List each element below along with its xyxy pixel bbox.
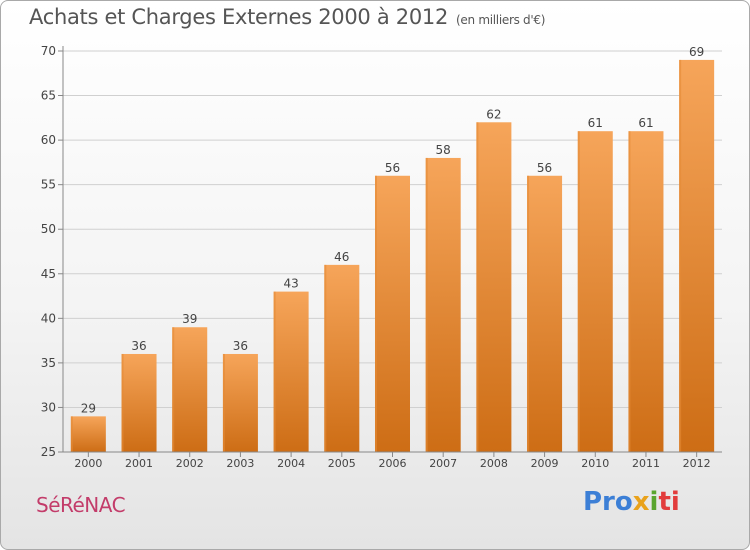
y-tick-label: 70 <box>41 44 56 58</box>
bar-edge-2010 <box>577 131 580 452</box>
bar-edge-2004 <box>273 291 276 452</box>
data-label: 61 <box>588 116 603 130</box>
bar-2012 <box>679 59 715 453</box>
logo-part-2: x <box>632 487 650 517</box>
x-tick-label: 2012 <box>683 457 711 470</box>
bar-edge-2000 <box>70 416 73 452</box>
data-label: 69 <box>689 45 704 59</box>
y-tick-label: 30 <box>41 400 56 414</box>
x-tick-label: 2001 <box>125 457 153 470</box>
bar-2004 <box>273 291 309 452</box>
x-tick-label: 2009 <box>531 457 559 470</box>
logo-part-3: i <box>649 487 659 517</box>
bar-2002 <box>172 327 208 452</box>
y-tick-label: 35 <box>41 356 56 370</box>
x-tick-label: 2010 <box>581 457 609 470</box>
y-tick-label: 50 <box>41 222 56 236</box>
bar-2009 <box>527 175 563 452</box>
bar-2007 <box>425 157 461 452</box>
title-text: Achats et Charges Externes 2000 à 2012 <box>29 5 449 29</box>
bar-edge-2011 <box>628 131 631 452</box>
x-tick-label: 2003 <box>226 457 254 470</box>
bar-edge-2001 <box>121 353 124 452</box>
bar-edge-2003 <box>222 353 225 452</box>
labels: 25 30 35 40 45 50 55 60 65 70 29 2000 36 2001 39 2002 36… <box>41 44 711 470</box>
data-label: 61 <box>638 116 653 130</box>
y-tick-label: 65 <box>41 89 56 103</box>
bar-2000 <box>70 416 106 452</box>
bar-edge-2006 <box>375 175 377 452</box>
bar-edge-2005 <box>324 264 327 452</box>
bar-2011 <box>628 131 664 452</box>
axes <box>58 46 722 457</box>
bar-2005 <box>324 264 360 452</box>
data-label: 56 <box>385 161 400 175</box>
bar-2003 <box>222 353 258 452</box>
data-label: 39 <box>182 312 197 326</box>
y-tick-label: 45 <box>41 267 56 281</box>
place-name: SéRéNAC <box>36 493 126 517</box>
data-label: 36 <box>131 339 146 353</box>
x-tick-label: 2005 <box>328 457 356 470</box>
y-tick-label: 60 <box>41 133 56 147</box>
x-tick-label: 2006 <box>379 457 407 470</box>
logo-part-4: ti <box>658 487 680 517</box>
bars <box>70 59 715 453</box>
chart-title: Achats et Charges Externes 2000 à 2012 (e… <box>29 5 545 29</box>
y-tick-label: 40 <box>41 311 56 325</box>
proxiti-logo[interactable]: Proxiti <box>583 487 680 517</box>
x-tick-label: 2008 <box>480 457 508 470</box>
x-tick-label: 2004 <box>277 457 305 470</box>
bar-2006 <box>375 175 410 452</box>
y-tick-label: 25 <box>41 445 56 459</box>
data-label: 36 <box>233 339 248 353</box>
x-tick-label: 2000 <box>74 457 102 470</box>
data-label: 43 <box>283 277 298 291</box>
bar-edge-2002 <box>172 327 175 452</box>
chart-subtitle: (en milliers d'€) <box>456 13 546 27</box>
data-label: 29 <box>81 401 96 415</box>
bar-edge-2009 <box>527 175 530 452</box>
bar-edge-2007 <box>425 157 428 452</box>
x-tick-label: 2002 <box>176 457 204 470</box>
data-label: 56 <box>537 161 552 175</box>
data-label: 58 <box>436 143 451 157</box>
bar-edge-2008 <box>476 122 479 453</box>
bar-2001 <box>121 353 157 452</box>
y-tick-label: 55 <box>41 178 56 192</box>
data-label: 62 <box>486 107 501 121</box>
bar-edge-2012 <box>679 59 682 453</box>
x-tick-label: 2011 <box>632 457 660 470</box>
logo-part-1: Pro <box>583 487 633 517</box>
bar-2010 <box>577 131 613 452</box>
data-label: 46 <box>334 250 349 264</box>
bar-2008 <box>476 122 512 453</box>
x-tick-label: 2007 <box>429 457 457 470</box>
